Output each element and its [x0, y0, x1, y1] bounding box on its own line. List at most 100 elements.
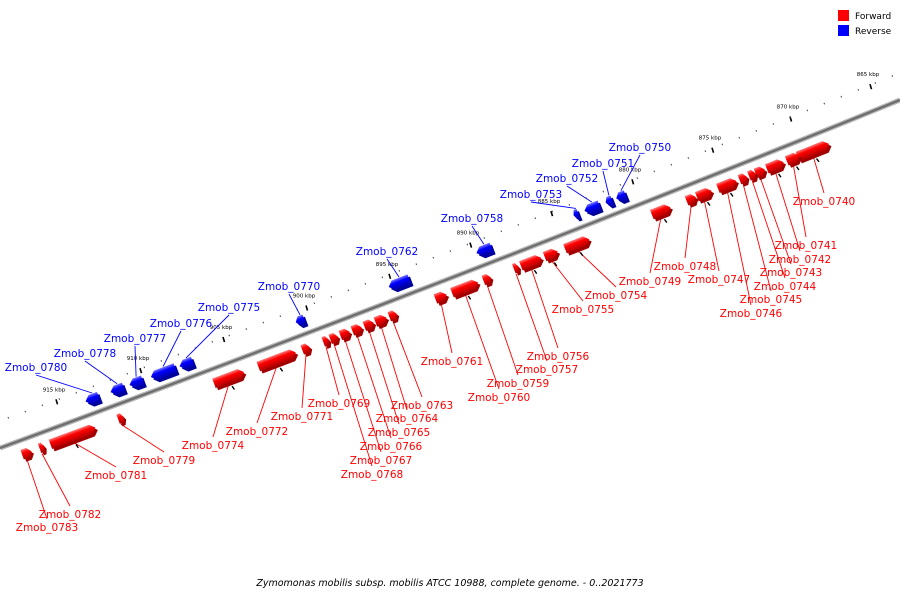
gene-label[interactable]: Zmob_0762 [356, 246, 418, 258]
gene-feature[interactable] [300, 342, 313, 358]
gene-feature[interactable] [387, 309, 401, 325]
gene-feature[interactable] [604, 195, 617, 210]
gene-label[interactable]: Zmob_0777 [104, 333, 166, 345]
gene-leader-line [386, 258, 400, 278]
axis-tick: 895 kbp [376, 262, 399, 280]
gene-feature[interactable] [20, 446, 35, 462]
minor-tick [721, 143, 724, 146]
minor-tick [500, 230, 503, 233]
gene-label[interactable]: Zmob_0745 [740, 294, 802, 306]
gene-label[interactable]: Zmob_0756 [527, 351, 590, 363]
gene-label[interactable]: Zmob_0780 [5, 362, 67, 374]
gene-leader-line [566, 185, 593, 203]
gene-label[interactable]: Zmob_0775 [198, 302, 260, 314]
gene-label[interactable]: Zmob_0752 [536, 173, 598, 185]
gene-feature[interactable] [764, 157, 790, 181]
gene-label[interactable]: Zmob_0749 [619, 276, 681, 288]
gene-feature[interactable] [328, 331, 342, 347]
gene-label[interactable]: Zmob_0747 [688, 274, 750, 286]
gene-feature[interactable] [450, 277, 484, 304]
gene-label[interactable]: Zmob_0765 [368, 427, 430, 439]
gene-feature[interactable] [178, 356, 197, 374]
gene-label[interactable]: Zmob_0779 [133, 455, 195, 467]
gene-feature[interactable] [572, 208, 583, 222]
gene-leader-line [84, 360, 118, 385]
gene-feature[interactable] [116, 412, 128, 427]
gene-label[interactable]: Zmob_0772 [226, 426, 288, 438]
gene-feature[interactable] [84, 391, 103, 409]
gene-feature[interactable] [433, 289, 451, 306]
gene-feature[interactable] [511, 262, 523, 276]
gene-feature[interactable] [149, 363, 180, 385]
minor-tick [58, 398, 61, 400]
gene-feature[interactable] [583, 200, 604, 218]
gene-feature[interactable] [321, 335, 333, 350]
gene-feature[interactable] [753, 164, 770, 181]
gene-label[interactable]: Zmob_0782 [39, 509, 101, 521]
gene-feature[interactable] [563, 234, 595, 261]
gene-label[interactable]: Zmob_0771 [271, 411, 333, 423]
gene-leader-line [162, 330, 182, 367]
gene-feature[interactable] [542, 246, 564, 268]
gene-label[interactable]: Zmob_0751 [572, 158, 634, 170]
gene-label[interactable]: Zmob_0783 [16, 522, 78, 534]
gene-leader-line [530, 201, 576, 209]
gene-label[interactable]: Zmob_0767 [350, 455, 412, 467]
gene-label[interactable]: Zmob_0781 [85, 470, 147, 482]
gene-feature[interactable] [109, 382, 128, 400]
gene-label[interactable]: Zmob_0758 [441, 213, 503, 225]
gene-label[interactable]: Zmob_0740 [793, 196, 855, 208]
gene-feature[interactable] [362, 318, 378, 334]
gene-feature[interactable] [475, 242, 496, 260]
gene-feature[interactable] [481, 272, 496, 288]
gene-feature[interactable] [684, 192, 700, 208]
gene-feature[interactable] [387, 274, 414, 295]
gene-feature[interactable] [128, 375, 147, 393]
gene-feature[interactable] [256, 347, 302, 379]
axis-tick: 865 kbp [857, 72, 880, 90]
gene-feature[interactable] [614, 190, 630, 206]
gene-feature[interactable] [519, 253, 547, 278]
gene-label[interactable]: Zmob_0761 [421, 356, 483, 368]
gene-feature[interactable] [48, 422, 102, 456]
gene-feature[interactable] [716, 176, 743, 201]
gene-feature[interactable] [350, 322, 366, 338]
gene-feature[interactable] [373, 313, 391, 330]
minor-tick [891, 75, 894, 77]
gene-label[interactable]: Zmob_0774 [182, 440, 245, 452]
gene-label[interactable]: Zmob_0746 [720, 308, 783, 320]
gene-label[interactable]: Zmob_0741 [775, 240, 837, 252]
gene-label[interactable]: Zmob_0769 [308, 398, 370, 410]
gene-label[interactable]: Zmob_0742 [769, 254, 831, 266]
gene-label[interactable]: Zmob_0757 [516, 364, 578, 376]
gene-label[interactable]: Zmob_0764 [376, 413, 439, 425]
gene-label[interactable]: Zmob_0748 [654, 261, 716, 273]
gene-feature[interactable] [37, 441, 49, 456]
gene-feature[interactable] [694, 186, 718, 209]
gene-label[interactable]: Zmob_0744 [754, 281, 817, 293]
gene-feature[interactable] [795, 139, 836, 169]
gene-feature[interactable] [212, 367, 250, 396]
gene-label[interactable]: Zmob_0766 [360, 441, 423, 453]
gene-label[interactable]: Zmob_0760 [468, 392, 530, 404]
gene-feature[interactable] [294, 314, 309, 330]
gene-label[interactable]: Zmob_0753 [500, 189, 562, 201]
gene-label[interactable]: Zmob_0778 [54, 348, 116, 360]
gene-label[interactable]: Zmob_0763 [391, 400, 453, 412]
gene-feature[interactable] [737, 172, 752, 188]
gene-body [649, 204, 671, 220]
gene-label[interactable]: Zmob_0759 [487, 378, 549, 390]
gene-label[interactable]: Zmob_0770 [258, 281, 320, 293]
gene-feature[interactable] [747, 168, 760, 183]
gene-label[interactable]: Zmob_0750 [609, 142, 671, 154]
gene-feature[interactable] [649, 202, 677, 227]
gene-feature[interactable] [784, 150, 806, 172]
gene-label[interactable]: Zmob_0776 [150, 318, 213, 330]
gene-feature[interactable] [338, 327, 354, 343]
gene-label[interactable]: Zmob_0754 [585, 290, 648, 302]
gene-label[interactable]: Zmob_0755 [552, 304, 614, 316]
gene-label[interactable]: Zmob_0743 [760, 267, 822, 279]
axis-tick: 870 kbp [777, 105, 800, 122]
gene-body [362, 319, 374, 331]
gene-label[interactable]: Zmob_0768 [341, 469, 403, 481]
